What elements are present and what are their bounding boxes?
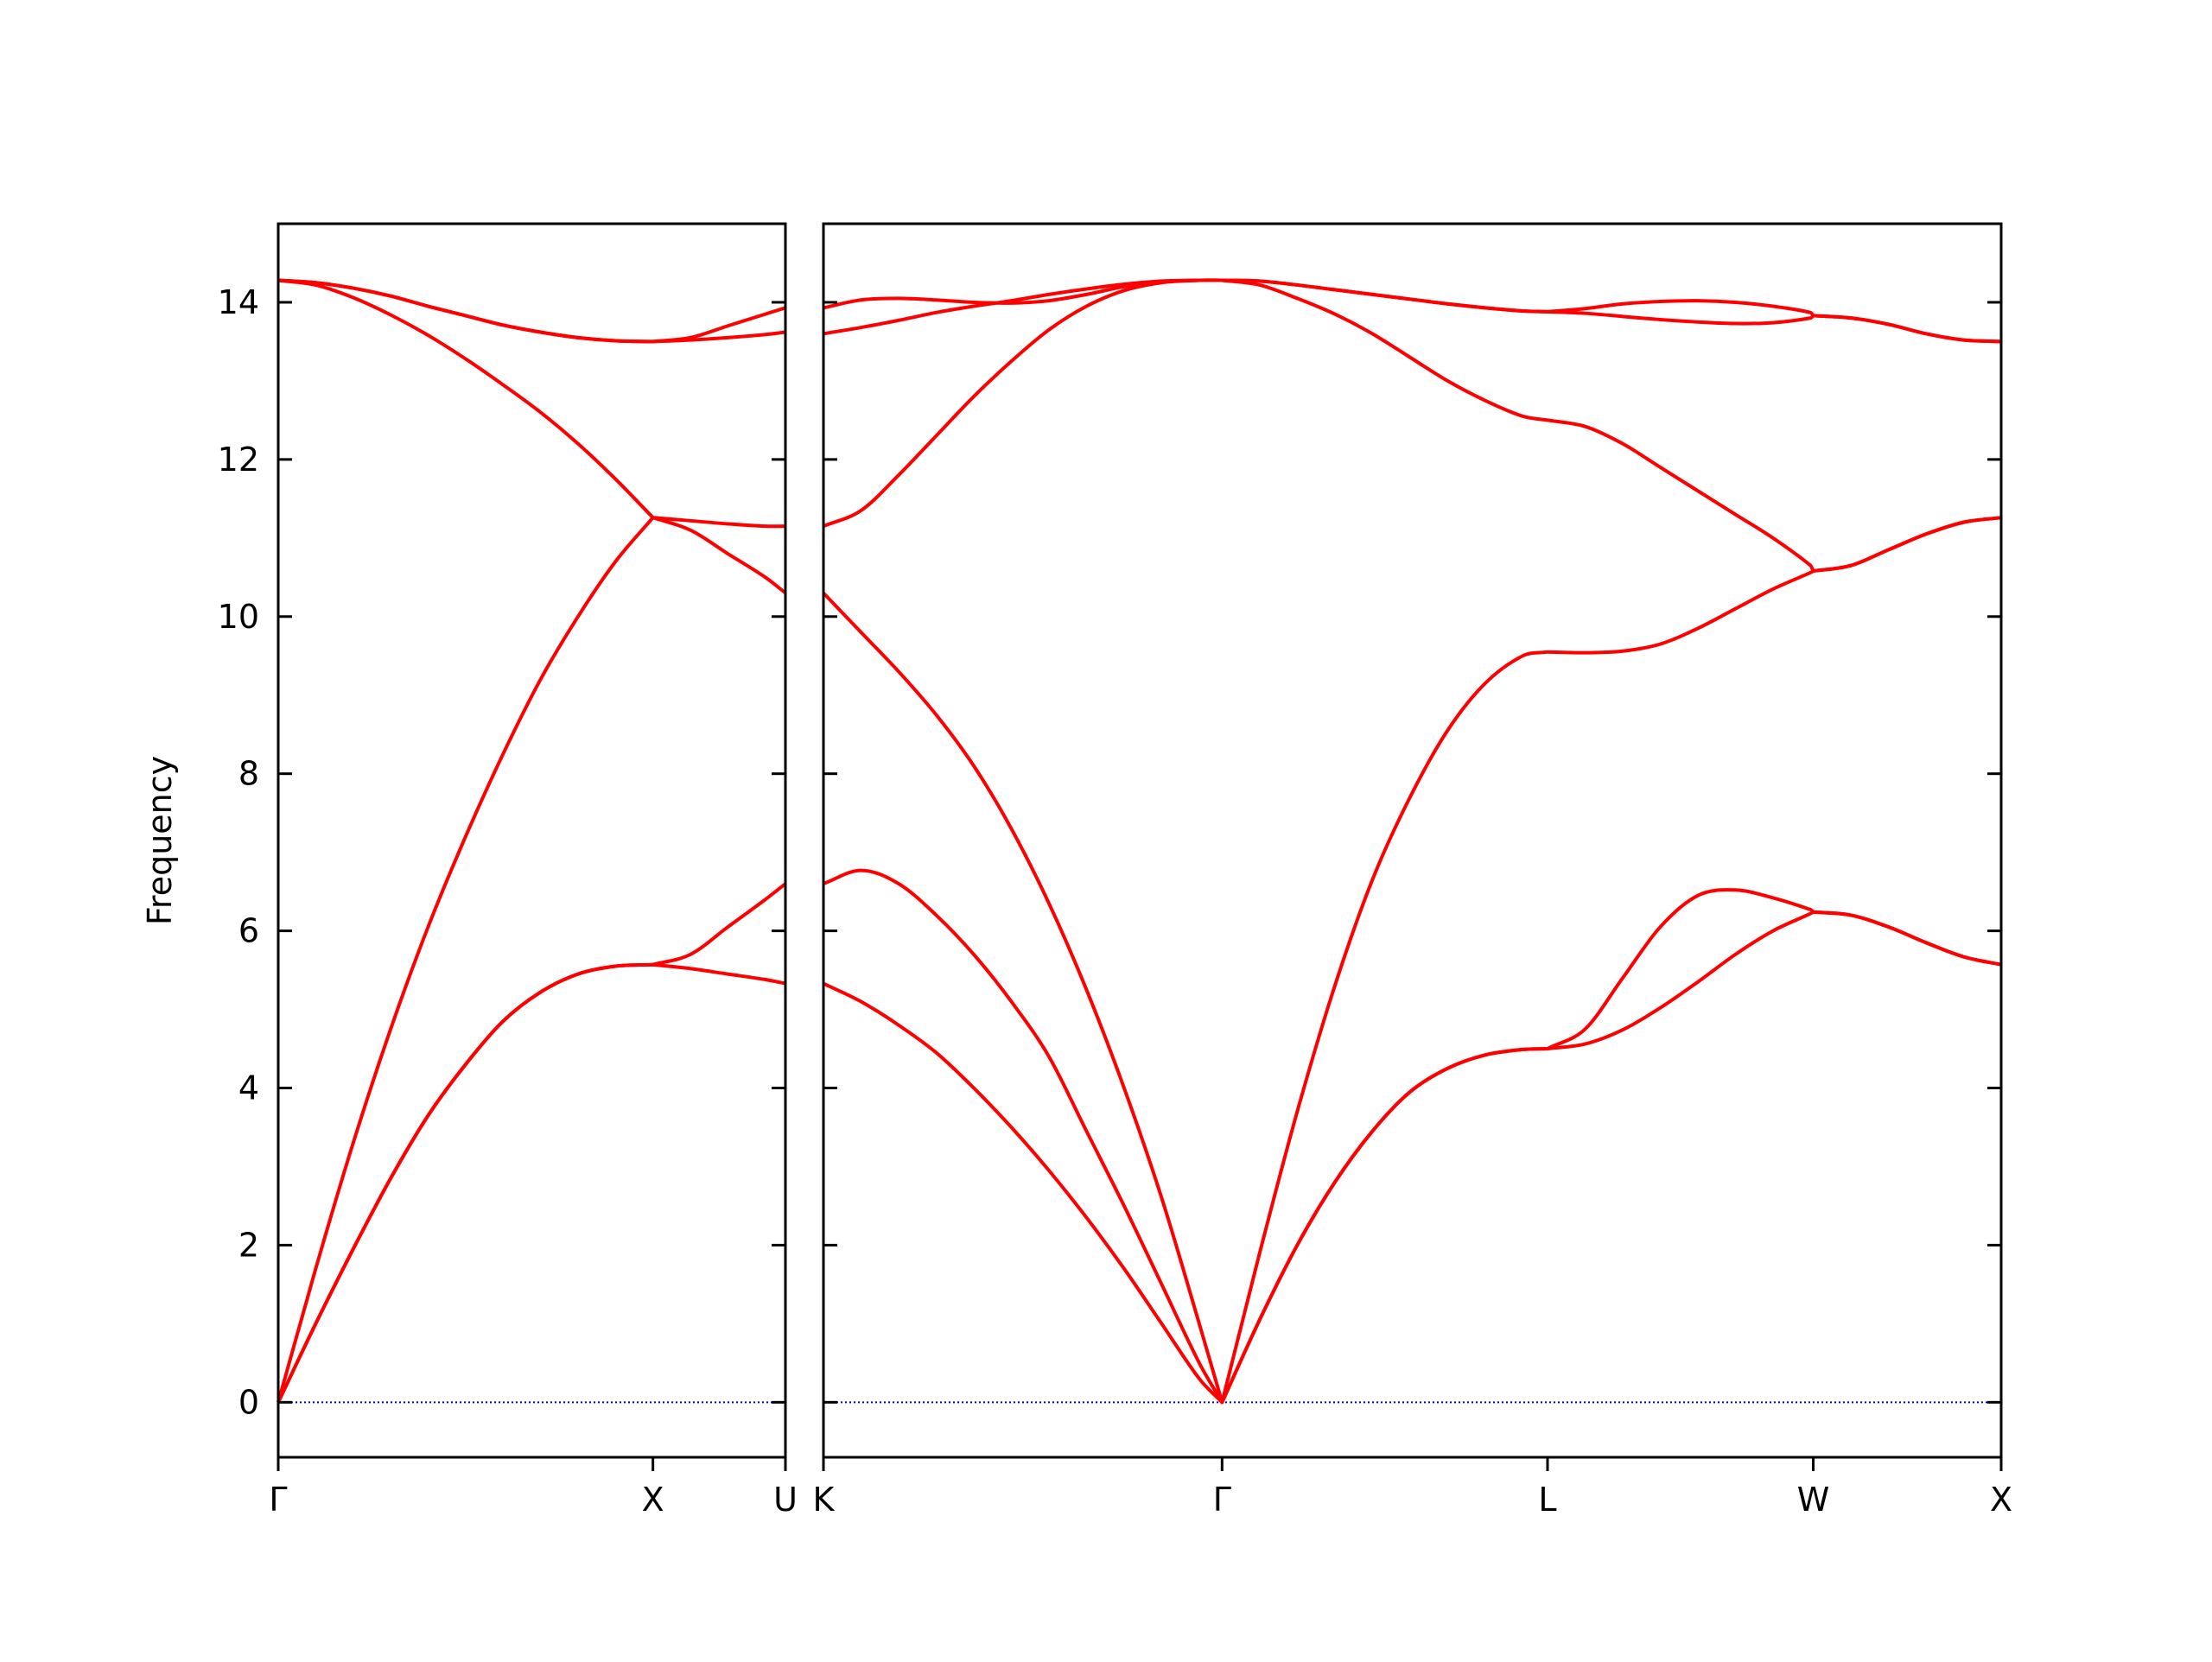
y-tick-label: 6 — [238, 912, 259, 950]
x-tick-label: X — [1990, 1481, 2012, 1519]
band-line — [822, 516, 2002, 1405]
y-tick-label: 10 — [218, 598, 259, 636]
x-tick-label: L — [1538, 1481, 1556, 1519]
x-tick-label: U — [773, 1481, 798, 1519]
band-line — [277, 278, 786, 344]
y-tick-label: 12 — [218, 441, 259, 479]
y-tick-label: 4 — [238, 1069, 259, 1107]
band-line — [823, 278, 2002, 344]
band-line — [277, 278, 786, 529]
band-line — [276, 882, 787, 1404]
x-tick-label: Γ — [269, 1481, 287, 1519]
axes-frame — [822, 222, 2003, 1459]
x-tick-label: X — [642, 1481, 664, 1519]
y-tick-label: 0 — [238, 1383, 259, 1421]
y-tick-label: 8 — [238, 755, 259, 793]
band-line — [823, 278, 2002, 344]
axes-frame — [276, 222, 787, 1459]
band-line — [276, 962, 786, 1404]
x-tick-label: Γ — [1213, 1481, 1231, 1519]
y-axis-label: Frequency — [141, 756, 179, 925]
y-tick-label: 2 — [238, 1226, 259, 1264]
band-line — [276, 516, 787, 1403]
y-tick-label: 14 — [218, 283, 259, 321]
band-line — [823, 278, 2002, 574]
x-tick-label: W — [1797, 1481, 1830, 1519]
x-tick-label: K — [813, 1481, 836, 1519]
band-line — [823, 868, 2002, 1405]
